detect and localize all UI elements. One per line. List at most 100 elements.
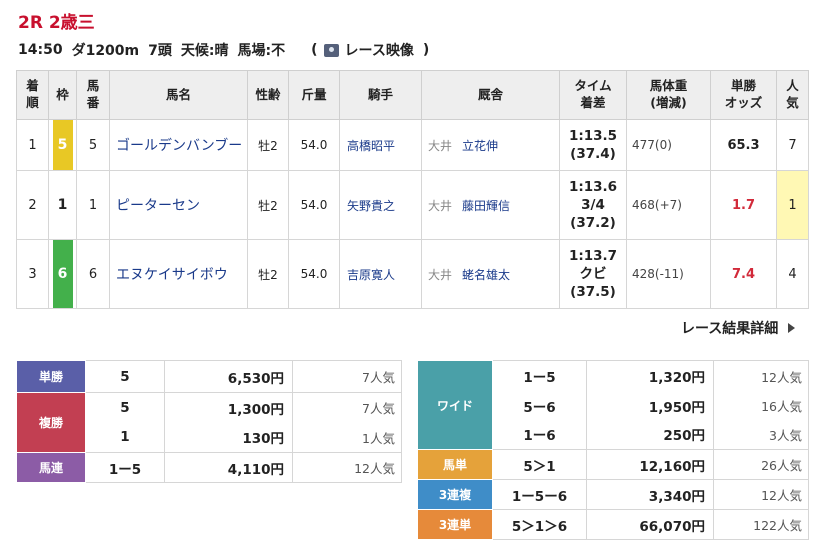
- race-heads: 7頭: [148, 43, 172, 59]
- fukusho-amount: 130円: [164, 422, 293, 453]
- table-row: 2 1 1 ピーターセン 牡2 54.0 矢野貴之 大井 藤田輝信 1:13.6 3…: [16, 170, 809, 240]
- header-kinryo: 斤量: [288, 70, 340, 120]
- table-row: 1 5 5 ゴールデンバンブー 牡2 54.0 高橋昭平 大井 立花伸 1:13.…: [16, 119, 809, 171]
- header-weight: 馬体重 (増減): [626, 70, 711, 120]
- umaban-cell: 1: [76, 170, 110, 240]
- weight-cell: 428(-11): [626, 239, 711, 309]
- fukusho-amount: 1,300円: [164, 392, 293, 423]
- header-odds: 単勝 オッズ: [710, 70, 777, 120]
- video-icon: [323, 43, 339, 57]
- wide-pop: 3人気: [713, 419, 809, 450]
- payout-row-umatan: 馬単 5＞1 12,160円 26人気: [417, 449, 809, 480]
- wide-label: ワイド: [417, 360, 493, 450]
- odds-cell: 1.7: [710, 170, 777, 240]
- rank-cell: 3: [16, 239, 49, 309]
- paren-open: (: [311, 42, 318, 58]
- umatan-amount: 12,160円: [586, 449, 714, 480]
- rank-cell: 2: [16, 170, 49, 240]
- horse-name-link[interactable]: エヌケイサイボウ: [109, 239, 248, 309]
- payout-table-left: 単勝 5 6,530円 7人気 複勝 5 1,300円 7人気 1 130円 1…: [16, 360, 402, 483]
- last-3f-time: (37.5): [570, 284, 616, 301]
- sanrentan-pop: 122人気: [713, 509, 809, 540]
- payout-row-umaren: 馬連 1ー5 4,110円 12人気: [16, 452, 402, 483]
- header-time: タイム 着差: [559, 70, 627, 120]
- umatan-combo: 5＞1: [492, 449, 587, 480]
- umatan-label: 馬単: [417, 449, 493, 480]
- waku-badge: 6: [52, 240, 73, 308]
- trainer-cell: 大井 藤田輝信: [421, 170, 560, 240]
- header-name: 馬名: [109, 70, 248, 120]
- header-pop: 人気: [776, 70, 809, 120]
- jockey-link[interactable]: 吉原寛人: [339, 239, 422, 309]
- wide-combo: 1ー5: [492, 360, 587, 392]
- sexage-cell: 牡2: [247, 119, 289, 171]
- payout-row-sanrentan: 3連単 5＞1＞6 66,070円 122人気: [417, 509, 809, 540]
- header-waku: 枠: [48, 70, 77, 120]
- sanrentan-combo: 5＞1＞6: [492, 509, 587, 540]
- header-sexage: 性齢: [247, 70, 289, 120]
- wide-amount: 250円: [586, 419, 714, 450]
- time-cell: 1:13.7 クビ (37.5): [559, 239, 627, 309]
- trainer-region: 大井: [428, 138, 453, 153]
- fukusho-label: 複勝: [16, 392, 86, 453]
- sanrenpuku-pop: 12人気: [713, 479, 809, 510]
- pop-cell: 1: [776, 170, 809, 240]
- margin: クビ: [579, 265, 607, 282]
- tansho-pop: 7人気: [292, 360, 402, 393]
- header-umaban: 馬番: [76, 70, 110, 120]
- weight-cell: 468(+7): [626, 170, 711, 240]
- pop-cell: 4: [776, 239, 809, 309]
- horse-name-link[interactable]: ピーターセン: [109, 170, 248, 240]
- sexage-cell: 牡2: [247, 170, 289, 240]
- time-cell: 1:13.5 (37.4): [559, 119, 627, 171]
- waku-cell: 5: [48, 119, 77, 171]
- sanrentan-amount: 66,070円: [586, 509, 714, 540]
- paren-close: ): [422, 42, 430, 58]
- tansho-label: 単勝: [16, 360, 86, 393]
- race-title: 2R 2歳三: [18, 13, 95, 33]
- results-table: 着順 枠 馬番 馬名 性齢 斤量 騎手 厩舎 タイム 着差 馬体重 (増減) 単勝オ…: [16, 70, 809, 309]
- header-trainer: 厩舎: [421, 70, 560, 120]
- pop-cell: 7: [776, 119, 809, 171]
- trainer-link[interactable]: 藤田輝信: [462, 198, 511, 213]
- trainer-cell: 大井 蛯名雄太: [421, 239, 560, 309]
- umaban-cell: 6: [76, 239, 110, 309]
- finish-time: 1:13.6: [568, 178, 618, 195]
- trainer-region: 大井: [428, 267, 453, 282]
- umaren-label: 馬連: [16, 452, 86, 483]
- race-weather: 天候:晴: [180, 43, 229, 59]
- umatan-pop: 26人気: [713, 449, 809, 480]
- horse-name-link[interactable]: ゴールデンバンブー: [109, 119, 248, 171]
- last-3f-time: (37.4): [570, 146, 616, 162]
- payout-table-right: ワイド 1ー5 1,320円 12人気 5ー6 1,950円 16人気 1ー6 …: [417, 360, 809, 540]
- time-cell: 1:13.6 3/4 (37.2): [559, 170, 627, 240]
- sanrentan-label: 3連単: [417, 509, 493, 540]
- trainer-link[interactable]: 立花伸: [462, 138, 499, 153]
- payout-row-tansho: 単勝 5 6,530円 7人気: [16, 360, 402, 393]
- odds-cell: 7.4: [710, 239, 777, 309]
- waku-badge: 1: [52, 171, 73, 239]
- waku-cell: 6: [48, 239, 77, 309]
- umaban-cell: 5: [76, 119, 110, 171]
- jockey-link[interactable]: 矢野貴之: [339, 170, 422, 240]
- payout-row-wide: ワイド 1ー5 1,320円 12人気: [417, 360, 809, 450]
- trainer-region: 大井: [428, 198, 453, 213]
- race-time: 14:50: [18, 42, 63, 58]
- trainer-link[interactable]: 蛯名雄太: [462, 267, 511, 282]
- wide-combo: 1ー6: [492, 419, 587, 450]
- race-video-label: レース映像: [344, 43, 414, 59]
- wide-amount: 1,950円: [586, 391, 714, 420]
- kinryo-cell: 54.0: [288, 170, 340, 240]
- wide-pop: 16人気: [713, 391, 809, 420]
- jockey-link[interactable]: 高橋昭平: [339, 119, 422, 171]
- umaren-amount: 4,110円: [164, 452, 293, 483]
- umaren-combo: 1ー5: [85, 452, 165, 483]
- race-video-link[interactable]: レース映像: [323, 40, 414, 60]
- sexage-cell: 牡2: [247, 239, 289, 309]
- payout-row-fukusho: 複勝 5 1,300円 7人気: [16, 392, 402, 453]
- race-detail-link[interactable]: レース結果詳細: [681, 318, 796, 338]
- race-going: 馬場:不: [237, 43, 286, 59]
- weight-cell: 477(0): [626, 119, 711, 171]
- sanrenpuku-label: 3連複: [417, 479, 493, 510]
- triangle-right-icon: [788, 323, 796, 333]
